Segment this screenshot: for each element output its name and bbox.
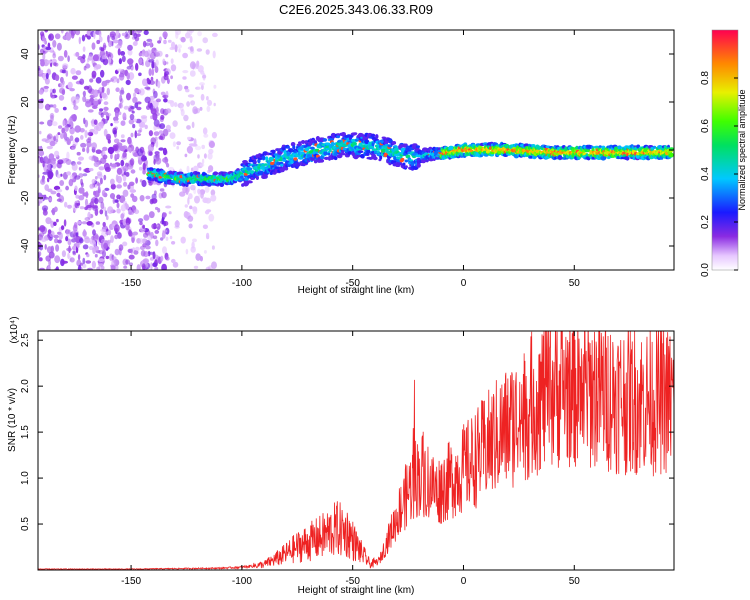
snr-y-label: SNR (10 * v/v) — [7, 388, 18, 452]
spectrogram-y-tick-label: 0 — [20, 147, 31, 153]
spectrogram-y-tick-label: 20 — [20, 96, 31, 108]
colorbar-ticks: 0.0 0.2 0.4 0.6 0.8 — [700, 71, 738, 277]
snr-y-tick-label: 1.5 — [20, 425, 31, 439]
spectrogram-y-ticks: -40 -20 0 20 40 — [20, 48, 674, 253]
spectrogram-x-label: Height of straight line (km) — [298, 285, 415, 296]
colorbar-tick-label: 0.0 — [700, 263, 711, 277]
spectrogram-image — [38, 30, 674, 270]
spectrogram-x-tick-label: 0 — [461, 278, 467, 289]
snr-y-ticks: 0.5 1.0 1.5 2.0 2.5 — [20, 333, 674, 531]
spectrogram-y-tick-label: -40 — [20, 238, 31, 253]
colorbar-tick-label: 0.6 — [700, 119, 711, 133]
colorbar-frame — [711, 29, 739, 271]
snr-x-tick-label: -150 — [121, 576, 141, 587]
spectrogram-x-tick-label: -50 — [345, 278, 360, 289]
spectrogram-panel: -150 -100 -50 0 50 -40 -20 0 20 40 Height of str… — [7, 29, 675, 296]
snr-x-ticks: -150 -100 -50 0 50 — [121, 331, 580, 587]
colorbar-tick-label: 0.8 — [700, 71, 711, 85]
snr-x-tick-label: -50 — [345, 576, 360, 587]
spectrogram-x-ticks: -150 -100 -50 0 50 — [121, 30, 580, 289]
colorbar-label: Normalized spectral amplitude — [737, 89, 747, 210]
snr-panel: -150 -100 -50 0 50 0.5 1.0 1.5 2.0 2.5 Height of… — [7, 316, 675, 596]
snr-y-tick-label: 2.0 — [20, 379, 31, 393]
snr-y-tick-label: 1.0 — [20, 471, 31, 485]
colorbar-gradient — [712, 30, 738, 270]
snr-x-tick-label: -100 — [232, 576, 252, 587]
spectrogram-y-tick-label: 40 — [20, 48, 31, 60]
spectrogram-x-tick-label: -100 — [232, 278, 252, 289]
spectrogram-y-tick-label: -20 — [20, 190, 31, 205]
snr-series-line — [38, 331, 674, 570]
spectrogram-y-label: Frequency (Hz) — [7, 116, 18, 185]
spectrogram-x-tick-label: -150 — [121, 278, 141, 289]
snr-y-multiplier: (x10⁴) — [9, 316, 20, 343]
colorbar: 0.0 0.2 0.4 0.6 0.8 Normalized spectral ampl… — [700, 29, 747, 277]
snr-y-tick-label: 2.5 — [20, 333, 31, 347]
snr-x-tick-label: 50 — [569, 576, 581, 587]
snr-y-tick-label: 0.5 — [20, 517, 31, 531]
snr-x-label: Height of straight line (km) — [298, 585, 415, 596]
colorbar-tick-label: 0.4 — [700, 167, 711, 181]
snr-frame — [37, 330, 675, 571]
chart-title: C2E6.2025.343.06.33.R09 — [279, 2, 433, 17]
snr-x-tick-label: 0 — [461, 576, 467, 587]
spectrogram-x-tick-label: 50 — [569, 278, 581, 289]
colorbar-tick-label: 0.2 — [700, 215, 711, 229]
